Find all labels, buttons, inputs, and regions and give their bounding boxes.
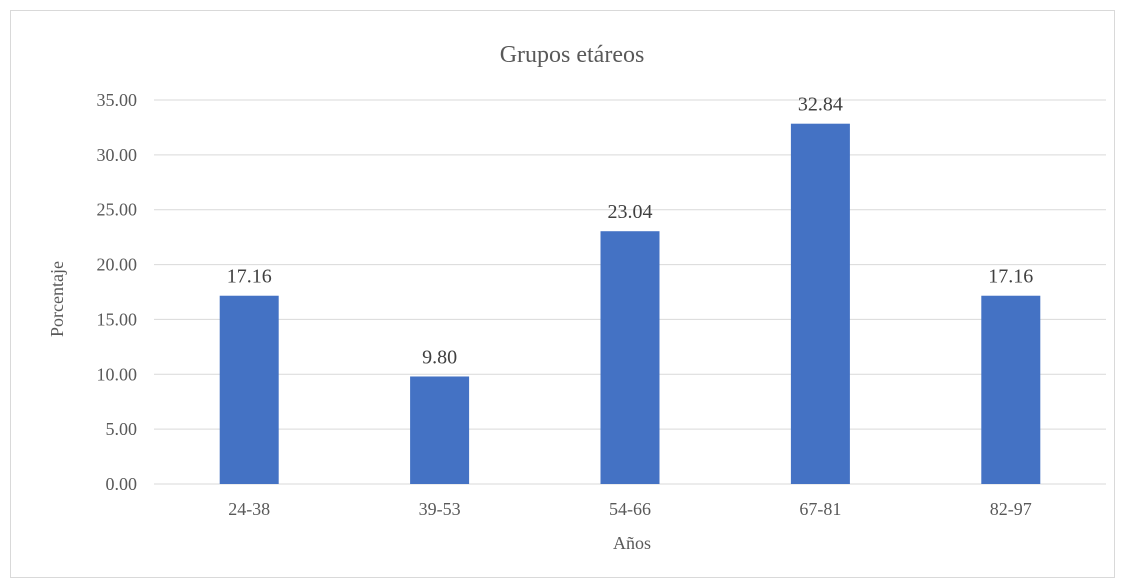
chart-area: Grupos etáreos Porcentaje Años 0.00 5.00 1… (10, 10, 1115, 578)
bar-82-97 (981, 295, 1041, 484)
x-tick-label: 24-38 (228, 499, 270, 519)
y-axis-ticks: 0.00 5.00 10.00 15.00 20.00 25.00 30.00 35.00 (97, 90, 138, 494)
chart-title: Grupos etáreos (500, 42, 645, 68)
data-label: 9.80 (422, 346, 457, 368)
bar-39-53 (410, 376, 470, 484)
bar-24-38 (219, 295, 279, 484)
data-label: 17.16 (988, 266, 1033, 288)
y-tick-label: 15.00 (97, 309, 138, 329)
x-tick-label: 67-81 (799, 499, 841, 519)
data-label: 23.04 (608, 201, 653, 223)
y-tick-label: 20.00 (97, 255, 138, 275)
x-tick-label: 82-97 (990, 499, 1032, 519)
y-tick-label: 30.00 (97, 145, 138, 165)
bar-67-81 (790, 123, 850, 484)
y-tick-label: 10.00 (97, 364, 138, 384)
x-tick-label: 39-53 (419, 499, 461, 519)
bar-chart: Grupos etáreos Porcentaje Años 0.00 5.00 1… (47, 42, 1106, 553)
data-label: 17.16 (227, 266, 272, 288)
data-label: 32.84 (798, 94, 843, 116)
x-axis-title: Años (613, 533, 651, 553)
y-tick-label: 0.00 (106, 474, 138, 494)
bar-54-66 (600, 231, 660, 484)
y-axis-title: Porcentaje (47, 261, 67, 337)
y-tick-label: 5.00 (106, 419, 138, 439)
data-labels: 17.16 9.80 23.04 32.84 17.16 (227, 94, 1034, 369)
bars (219, 123, 1041, 484)
y-tick-label: 35.00 (97, 90, 138, 110)
y-tick-label: 25.00 (97, 200, 138, 220)
x-tick-label: 54-66 (609, 499, 651, 519)
x-axis-ticks: 24-38 39-53 54-66 67-81 82-97 (228, 499, 1032, 519)
